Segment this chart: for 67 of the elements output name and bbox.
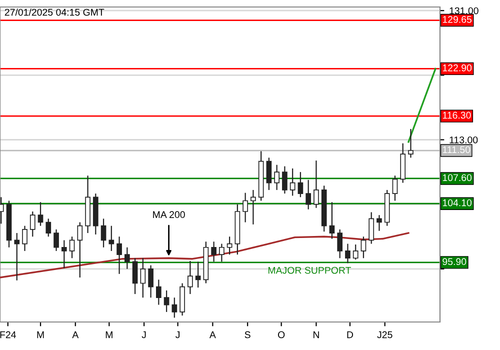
candlestick [14,232,20,281]
x-tick-label: O [278,331,285,338]
x-tick-label: M [37,331,44,338]
candlestick [282,166,288,194]
candlestick [46,218,52,238]
candlestick [337,228,343,259]
y-tick-label: 131.00 [450,7,478,14]
x-tick-label: J25 [377,331,392,338]
ref-line-label: 122.90 [442,64,472,72]
ref-line-label: 104.10 [442,199,472,206]
candlestick [345,243,350,264]
x-tick-label: D [347,331,354,338]
x-tick-label: A [72,331,79,338]
annotation: MA 200 [153,211,185,218]
annotation: 27/01/2025 04:15 GMT [4,8,104,16]
candlestick [22,225,28,252]
candlestick [172,297,178,318]
candlestick [188,260,193,295]
candlestick [226,236,232,256]
ref-line-label: 129.65 [442,16,472,23]
candlestick [368,212,374,244]
candlestick [219,243,224,262]
candlestick [250,189,256,225]
x-tick-label: S [244,331,250,338]
candlestick [408,128,414,158]
candlestick [156,279,162,306]
candlestick [314,160,319,208]
candlestick [124,246,130,270]
candlestick [329,202,335,240]
annotation: MAJOR SUPPORT [268,266,352,274]
ref-line-label: 111.50 [442,146,470,154]
ref-line-label: 107.60 [442,174,472,182]
x-tick-label: N [314,331,319,338]
x-tick-label: F24 [0,331,16,338]
candlestick [211,241,216,262]
candlestick [290,168,296,196]
candlestick [140,258,146,298]
candlestick [266,157,272,191]
y-tick-label: 113.00 [450,136,478,144]
x-tick-label: A [209,331,216,338]
candlestick [195,261,201,288]
candlestick [148,264,154,298]
candlestick [116,236,122,274]
candlestick [376,214,382,232]
candlestick [298,171,304,198]
candlestick [100,218,106,248]
candlestick [274,164,280,191]
x-tick-label: J [142,331,146,338]
candlestick [54,228,59,252]
candlestick [69,236,75,259]
candlestick [306,179,312,210]
candlestick [38,202,44,226]
x-tick-label: J [176,331,180,338]
candlestick [164,290,170,313]
candlestick [108,225,114,252]
candlestick [352,244,358,260]
candlestick [242,192,248,223]
x-tick-label: M [106,331,112,338]
ref-line-label: 95.90 [442,258,466,266]
candlestick [132,258,138,295]
candlestick [77,222,83,278]
ref-line-label: 116.30 [442,112,471,119]
candlestick [392,175,398,202]
candlestick [30,210,36,238]
line-series [0,232,410,278]
candlestick [61,240,67,269]
candlestick [360,236,366,259]
